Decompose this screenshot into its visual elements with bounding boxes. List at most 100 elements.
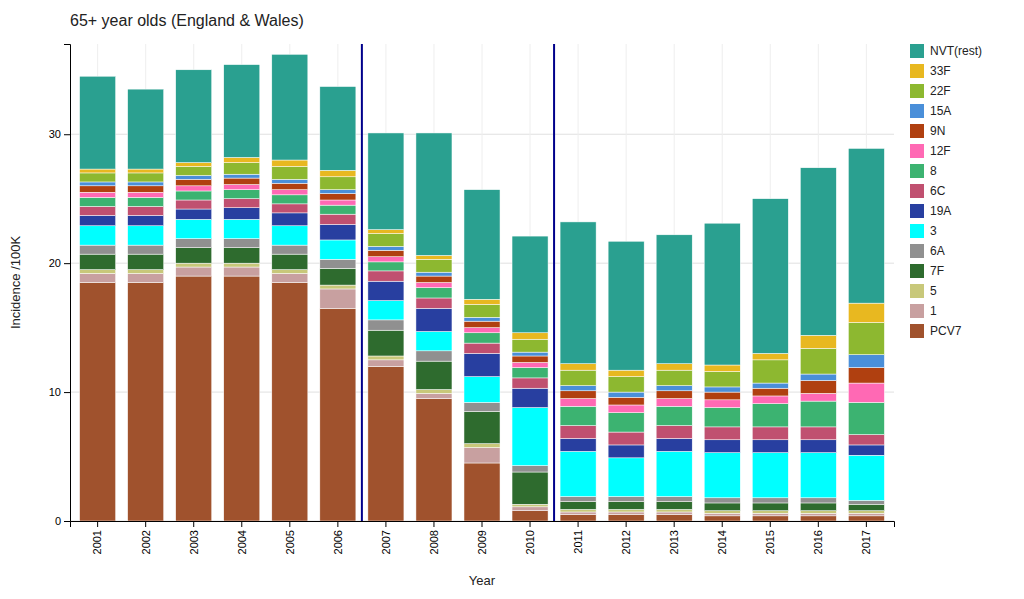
tick: 2016 bbox=[812, 521, 824, 554]
bar bbox=[656, 502, 692, 510]
bar bbox=[848, 303, 884, 322]
bar bbox=[560, 399, 596, 407]
bar bbox=[704, 223, 740, 365]
bar bbox=[464, 299, 500, 304]
tick-label: 2006 bbox=[332, 530, 344, 554]
bar bbox=[368, 320, 404, 330]
bar bbox=[848, 511, 884, 514]
tick: 2007 bbox=[380, 521, 392, 554]
bar bbox=[272, 179, 308, 183]
tick: 10 bbox=[49, 386, 70, 398]
bar bbox=[224, 185, 260, 190]
legend-item: 6A bbox=[910, 244, 945, 258]
bar bbox=[752, 396, 788, 404]
tick: 2001 bbox=[91, 521, 103, 554]
bar bbox=[560, 438, 596, 451]
bar bbox=[704, 371, 740, 386]
legend-label: 12F bbox=[930, 144, 951, 158]
bar bbox=[224, 190, 260, 199]
legend-swatch bbox=[910, 204, 924, 218]
bar bbox=[752, 453, 788, 498]
bar bbox=[752, 513, 788, 516]
bar bbox=[128, 245, 164, 254]
bar bbox=[224, 276, 260, 521]
bar bbox=[416, 288, 452, 298]
bar bbox=[368, 356, 404, 360]
bar bbox=[320, 289, 356, 308]
bar bbox=[848, 445, 884, 455]
tick-mark bbox=[64, 521, 70, 522]
tick-label: 2009 bbox=[476, 530, 488, 554]
bar bbox=[272, 226, 308, 245]
bar bbox=[608, 515, 644, 521]
bar bbox=[272, 204, 308, 213]
bar bbox=[272, 166, 308, 179]
bar bbox=[464, 402, 500, 411]
plot: 2001200220032004200520062007200820092010… bbox=[49, 44, 895, 554]
bar bbox=[752, 388, 788, 396]
bar bbox=[848, 322, 884, 354]
bar bbox=[368, 360, 404, 366]
bar bbox=[224, 157, 260, 162]
bar bbox=[224, 267, 260, 276]
bar bbox=[368, 246, 404, 250]
bar bbox=[272, 254, 308, 269]
bar bbox=[848, 516, 884, 521]
bar bbox=[80, 254, 116, 269]
legend-item: 5 bbox=[910, 284, 937, 298]
bar bbox=[656, 515, 692, 521]
bar bbox=[704, 503, 740, 511]
bar bbox=[704, 400, 740, 408]
bar bbox=[80, 206, 116, 215]
tick: 2013 bbox=[668, 521, 680, 554]
legend-swatch bbox=[910, 124, 924, 138]
bar bbox=[224, 239, 260, 248]
bar bbox=[176, 263, 212, 267]
bar bbox=[752, 383, 788, 388]
bar bbox=[560, 370, 596, 385]
tick: 2002 bbox=[140, 521, 152, 554]
tick: 0 bbox=[55, 515, 70, 527]
legend-swatch bbox=[910, 84, 924, 98]
bar bbox=[608, 512, 644, 515]
bar bbox=[512, 368, 548, 378]
title: 65+ year olds (England & Wales) bbox=[70, 12, 304, 29]
bar bbox=[176, 276, 212, 521]
legend-item: 15A bbox=[910, 104, 951, 118]
bar bbox=[512, 388, 548, 407]
legend-swatch bbox=[910, 304, 924, 318]
bar bbox=[176, 191, 212, 200]
bar bbox=[80, 197, 116, 206]
bar bbox=[128, 254, 164, 269]
bar bbox=[80, 169, 116, 173]
bar bbox=[176, 166, 212, 175]
bar bbox=[320, 170, 356, 176]
bar bbox=[752, 353, 788, 359]
bar bbox=[704, 392, 740, 400]
bar bbox=[320, 259, 356, 268]
bar bbox=[272, 190, 308, 195]
bar bbox=[560, 515, 596, 521]
axis-line bbox=[64, 45, 71, 522]
legend-item: 22F bbox=[910, 84, 951, 98]
bar bbox=[320, 194, 356, 200]
bar bbox=[608, 502, 644, 510]
tick: 2010 bbox=[524, 521, 536, 554]
legend-item: 9N bbox=[910, 124, 945, 138]
bar bbox=[656, 406, 692, 425]
tick-label: 20 bbox=[49, 257, 61, 269]
tick: 2006 bbox=[332, 521, 344, 554]
bar bbox=[656, 235, 692, 364]
bar bbox=[416, 351, 452, 361]
bar bbox=[224, 178, 260, 184]
tick-mark bbox=[64, 134, 70, 135]
bar bbox=[656, 364, 692, 370]
bar bbox=[224, 208, 260, 220]
bar bbox=[752, 516, 788, 521]
bar bbox=[656, 512, 692, 515]
bar bbox=[560, 512, 596, 515]
tick-label: 2010 bbox=[524, 530, 536, 554]
tick-label: 0 bbox=[55, 515, 61, 527]
tick: 2017 bbox=[860, 521, 872, 554]
bar bbox=[224, 174, 260, 178]
